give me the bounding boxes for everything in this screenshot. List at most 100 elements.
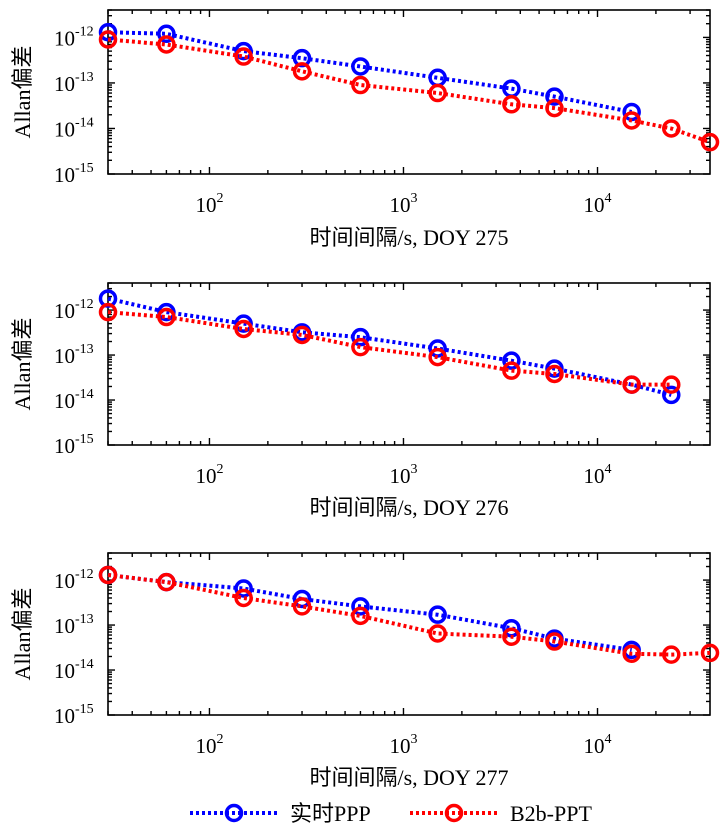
- data-point: [428, 83, 447, 103]
- series-line: [107, 310, 672, 387]
- y-tick-label: 10-15: [54, 432, 94, 458]
- data-point: [157, 35, 176, 54]
- x-tick-label: 102: [195, 191, 223, 217]
- series-realtime-ppp: [98, 22, 641, 122]
- y-tick-label: 10-15: [54, 161, 94, 187]
- legend-label: B2b-PPT: [510, 801, 592, 826]
- plot-frame: [107, 282, 711, 446]
- y-tick-label: 10-14: [54, 115, 94, 141]
- data-point: [662, 385, 681, 405]
- legend-marker: [444, 803, 464, 823]
- x-tick-label: 104: [584, 191, 612, 217]
- legend-label: 实时PPP: [290, 801, 371, 826]
- series-line: [107, 573, 632, 652]
- data-point: [351, 57, 370, 76]
- legend: 实时PPP B2b-PPT: [190, 801, 592, 826]
- data-point: [351, 606, 370, 626]
- data-point: [700, 132, 720, 152]
- data-point: [292, 48, 312, 68]
- data-point: [428, 624, 447, 643]
- data-point: [502, 627, 521, 646]
- plot-frame: [107, 9, 711, 175]
- x-tick-label: 102: [195, 732, 223, 758]
- y-tick-label: 10-14: [54, 387, 94, 413]
- series-line: [107, 296, 672, 397]
- data-point: [157, 24, 176, 44]
- y-tick-label: 10-13: [54, 612, 94, 638]
- x-tick-label: 104: [584, 462, 612, 488]
- x-tick-label: 102: [195, 462, 223, 488]
- y-tick-label: 10-13: [54, 70, 94, 96]
- data-point: [234, 319, 253, 339]
- x-axis-label: 时间间隔/s, DOY 275: [309, 225, 508, 250]
- data-point: [662, 645, 681, 664]
- y-tick-label: 10-12: [54, 24, 94, 50]
- data-point: [157, 572, 176, 592]
- data-point: [428, 347, 447, 367]
- data-point: [502, 361, 521, 380]
- data-point: [234, 579, 253, 598]
- data-point: [622, 644, 641, 664]
- data-point: [98, 565, 118, 585]
- chart-panel-3: 102 103 104 10-12 10-13 10-14 10-15 时间间隔/s, DOY…: [10, 552, 720, 790]
- data-point: [662, 119, 681, 138]
- series-b2b-ppt: [98, 302, 681, 394]
- y-axis-ticks: [108, 282, 710, 446]
- y-axis-ticks: [108, 9, 710, 175]
- data-point: [545, 87, 564, 106]
- y-axis-label: Allan偏差: [10, 588, 35, 681]
- data-point: [545, 364, 564, 384]
- x-axis-ticks: [107, 10, 691, 174]
- data-point: [351, 337, 370, 357]
- data-point: [351, 75, 370, 95]
- data-point: [98, 302, 118, 322]
- data-point: [428, 605, 447, 624]
- x-tick-label: 104: [584, 732, 612, 758]
- series-b2b-ppt: [98, 565, 720, 664]
- y-tick-label: 10-15: [54, 702, 94, 728]
- series-line: [107, 30, 633, 114]
- y-tick-label: 10-12: [54, 297, 94, 323]
- legend-marker: [224, 803, 244, 823]
- y-tick-label: 10-13: [54, 342, 94, 368]
- data-point: [292, 62, 312, 81]
- x-axis-ticks: [107, 283, 691, 445]
- data-point: [502, 95, 521, 114]
- data-point: [545, 98, 564, 118]
- chart-panel-2: 102 103 104 10-12 10-13 10-14 10-15 时间间隔/s, DOY…: [10, 282, 711, 520]
- data-point: [234, 47, 253, 66]
- x-tick-label: 103: [389, 732, 417, 758]
- x-tick-label: 103: [389, 191, 417, 217]
- series-line: [107, 37, 711, 145]
- data-point: [157, 307, 176, 327]
- data-point: [98, 30, 118, 49]
- x-axis-label: 时间间隔/s, DOY 277: [309, 765, 508, 790]
- data-point: [502, 351, 521, 370]
- y-axis-label: Allan偏差: [10, 46, 35, 139]
- y-axis-label: Allan偏差: [10, 318, 35, 411]
- data-point: [622, 111, 641, 130]
- data-point: [234, 588, 253, 608]
- data-point: [351, 327, 370, 347]
- data-point: [622, 375, 641, 394]
- data-point: [292, 597, 312, 616]
- data-point: [662, 375, 681, 394]
- data-point: [292, 589, 312, 609]
- series-realtime-ppp: [98, 289, 681, 405]
- y-tick-label: 10-12: [54, 567, 94, 593]
- data-point: [700, 643, 720, 663]
- y-tick-label: 10-14: [54, 657, 94, 683]
- series-line: [107, 573, 711, 657]
- series-b2b-ppt: [98, 30, 720, 152]
- x-axis-ticks: [107, 553, 691, 715]
- plot-frame: [107, 552, 711, 716]
- data-point: [234, 41, 253, 61]
- y-axis-ticks: [108, 552, 710, 716]
- x-tick-label: 103: [389, 462, 417, 488]
- chart-panel-1: 102 103 104 10-12 10-13 10-14 10-15 时间间隔/s, DOY…: [10, 9, 720, 250]
- data-point: [351, 597, 370, 616]
- data-point: [545, 632, 564, 651]
- x-axis-label: 时间间隔/s, DOY 276: [309, 495, 508, 520]
